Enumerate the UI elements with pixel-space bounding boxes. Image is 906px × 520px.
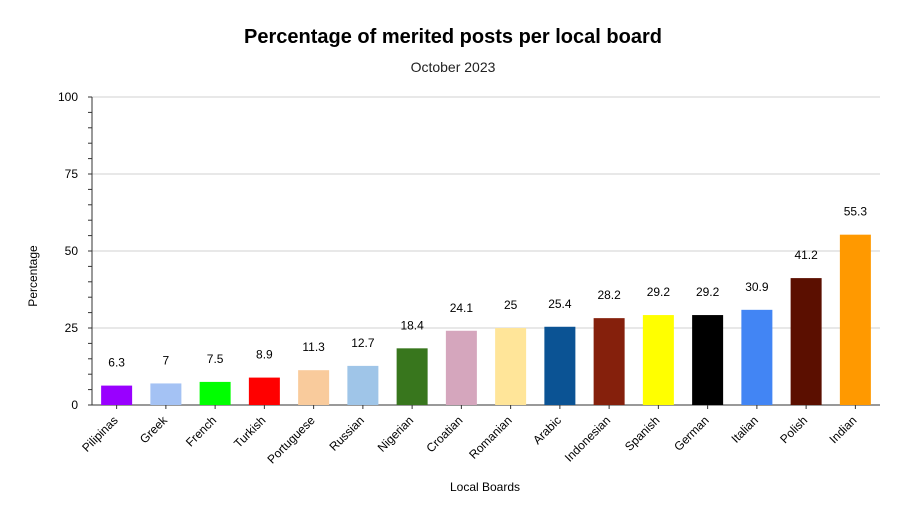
x-tick-label: Portuguese	[264, 413, 318, 467]
bar	[839, 234, 871, 405]
data-label: 55.3	[844, 205, 868, 219]
bar	[790, 278, 822, 405]
x-tick-label: Russian	[326, 413, 367, 454]
y-tick-label: 75	[65, 167, 79, 181]
data-label: 7.5	[207, 352, 224, 366]
data-label: 24.1	[450, 301, 474, 315]
x-tick-label: Nigerian	[375, 413, 417, 455]
data-label: 25	[504, 298, 518, 312]
y-tick-label: 100	[58, 90, 78, 104]
x-tick-label: Indian	[826, 413, 859, 446]
y-tick-labels: 0 25 50 75 100	[58, 90, 78, 412]
bar	[692, 315, 724, 405]
chart-subtitle: October 2023	[410, 59, 496, 75]
x-tick-label: Polish	[777, 413, 810, 446]
bar	[248, 377, 280, 405]
x-tick-label: Croatian	[424, 413, 466, 455]
x-tick-label: Indonesian	[562, 413, 613, 464]
bar	[741, 309, 773, 405]
data-label: 30.9	[745, 280, 769, 294]
data-labels: 6.3 7 7.5 8.9 11.3 12.7 18.4 24.1 25 25.4 28.2 29.2…	[108, 205, 867, 370]
bar	[150, 383, 182, 405]
bar	[298, 370, 330, 405]
data-label: 6.3	[108, 356, 125, 370]
data-label: 25.4	[548, 297, 572, 311]
y-tick-label: 50	[65, 244, 79, 258]
bar	[396, 348, 428, 405]
data-label: 29.2	[696, 285, 720, 299]
x-tick-label: German	[671, 413, 712, 454]
bar	[347, 365, 379, 405]
bar	[199, 381, 231, 405]
y-tick-label: 25	[65, 321, 79, 335]
x-tick-label: Arabic	[530, 413, 564, 447]
x-tick-label: Spanish	[622, 413, 663, 454]
data-label: 18.4	[400, 318, 424, 332]
x-tick-label: Romanian	[466, 413, 515, 462]
bars	[101, 234, 871, 405]
x-tick-label: Greek	[137, 413, 171, 447]
bar	[445, 330, 477, 405]
y-tick-label: 0	[71, 398, 78, 412]
data-label: 12.7	[351, 336, 375, 350]
bar	[101, 385, 133, 405]
x-tick-label: Italian	[728, 413, 761, 446]
data-label: 29.2	[647, 285, 671, 299]
bar	[642, 315, 674, 405]
chart-title: Percentage of merited posts per local bo…	[244, 26, 662, 48]
data-label: 41.2	[794, 248, 818, 262]
bar	[495, 328, 527, 405]
bar	[593, 318, 625, 405]
bar	[544, 326, 576, 405]
data-label: 8.9	[256, 348, 273, 362]
data-label: 11.3	[302, 340, 325, 354]
x-tick-label: Pilipinas	[79, 413, 121, 455]
data-label: 28.2	[597, 288, 621, 302]
x-tick-label: French	[183, 413, 219, 449]
x-axis-title: Local Boards	[450, 480, 520, 494]
data-label: 7	[163, 353, 170, 367]
x-tick-label: Turkish	[231, 413, 268, 450]
y-axis-title: Percentage	[26, 245, 40, 307]
